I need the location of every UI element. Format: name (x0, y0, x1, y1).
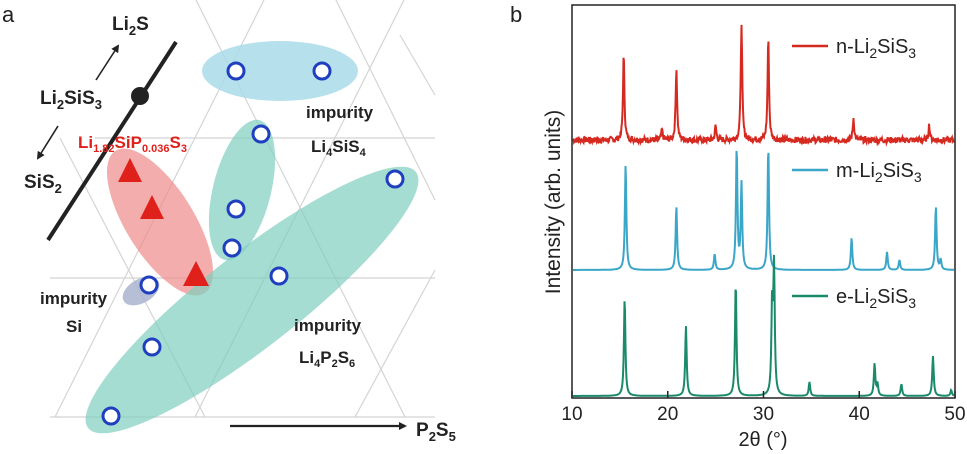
triangle-marker (183, 261, 209, 286)
arrow-to-sis2 (36, 125, 59, 160)
label-li4sis4: Li4SiS4 (311, 137, 367, 159)
panel-b-letter: b (510, 2, 522, 27)
circle-marker (312, 61, 332, 81)
li2sis3-point (131, 87, 149, 105)
label-li4p2s6: Li4P2S6 (299, 348, 355, 370)
grid-line (354, 269, 436, 418)
legend-label-3: e-Li2SiS3 (836, 286, 916, 311)
circle-marker (251, 124, 271, 144)
x-tick-label: 20 (657, 404, 678, 425)
legend-label-2: m-Li2SiS3 (836, 160, 922, 185)
legend-label-1: n-Li2SiS3 (836, 36, 916, 61)
label-li2s: Li2S (112, 14, 149, 38)
label-p2s5: P2S5 (416, 420, 456, 444)
label-impurity-li4p2s6: impurity (294, 316, 362, 335)
label-li2sis3: Li2SiS3 (40, 88, 102, 112)
blue-region-ellipse (202, 41, 358, 101)
circle-markers (101, 61, 405, 426)
xrd-traces (572, 24, 955, 397)
circle-marker (385, 169, 405, 189)
grid-line (335, 0, 436, 201)
label-impurity-si: impurity (40, 289, 108, 308)
circle-marker (226, 199, 246, 219)
x-tick-label: 10 (561, 404, 582, 425)
x-tick-label: 40 (849, 404, 870, 425)
x-axis-label: 2θ (°) (738, 429, 787, 451)
x-tick-label: 50 (944, 404, 965, 425)
label-sis2: SiS2 (24, 172, 62, 196)
circle-marker (139, 275, 159, 295)
circle-marker (101, 406, 121, 426)
teal-region-large (85, 166, 419, 434)
triangle-marker (118, 158, 142, 182)
arrow-to-li2s (95, 44, 120, 81)
series-line-1 (572, 24, 955, 147)
red-region-ellipse (106, 148, 214, 296)
label-si: Si (66, 317, 82, 336)
x-axis-ticks: 10 20 30 40 50 (561, 391, 966, 425)
composition-line (46, 40, 178, 242)
plot-frame (571, 4, 956, 399)
teal-region-small (208, 119, 276, 261)
label-impurity-li4sis4: impurity (306, 103, 374, 122)
label-li182: Li1.82SiP0.036S3 (78, 133, 187, 155)
circle-marker (226, 61, 246, 81)
triangle-marker (140, 195, 164, 219)
y-axis-label: Intensity (arb. units) (542, 110, 565, 294)
panel-a-letter: a (2, 2, 15, 27)
panel-b: b 10 20 30 40 50 n-Li2SiS3 m-Li2SiS3 e-Li2SiS3… (510, 2, 966, 451)
circle-marker (222, 238, 242, 258)
circle-marker (269, 266, 289, 286)
panel-a: a (2, 0, 456, 444)
x-tick-label: 30 (753, 404, 774, 425)
circle-marker (142, 337, 162, 357)
triangle-markers (118, 158, 209, 286)
grid-line (399, 34, 436, 96)
series-line-3 (573, 254, 955, 397)
series-line-2 (573, 150, 954, 271)
legend: n-Li2SiS3 m-Li2SiS3 e-Li2SiS3 (792, 36, 922, 311)
